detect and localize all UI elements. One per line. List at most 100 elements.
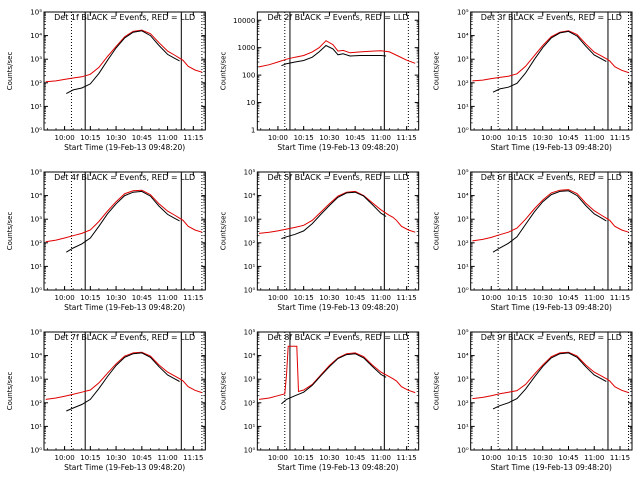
y-tick-label: 10⁵ [30, 329, 42, 337]
y-tick-label: 10 [246, 99, 255, 107]
events-series-line [492, 190, 607, 253]
lld-series-line [258, 345, 416, 400]
x-tick-label: 10:00 [55, 454, 75, 462]
y-axis-label: Counts/sec [219, 372, 227, 411]
events-series-line [492, 352, 607, 410]
panel-title: Det 7f BLACK = Events, RED = LLD [54, 333, 195, 342]
x-tick-label: 10:30 [319, 134, 339, 142]
x-tick-label: 10:00 [268, 134, 288, 142]
x-tick-label: 11:15 [610, 134, 630, 142]
y-tick-label: 10⁴ [457, 352, 469, 360]
y-tick-label: 10⁵ [30, 169, 42, 177]
y-tick-label: 10⁵ [457, 329, 469, 337]
y-tick-label: 10⁰ [457, 447, 469, 455]
y-tick-label: 10² [30, 399, 42, 407]
detector-panel-7: Det 7f BLACK = Events, RED = LLD 10⁰ 10¹ 10… [6, 329, 206, 472]
y-tick-label: 10⁰ [244, 447, 256, 455]
x-tick-label: 10:45 [345, 294, 365, 302]
y-tick-label: 10⁴ [30, 352, 42, 360]
x-tick-label: 10:30 [319, 294, 339, 302]
y-tick-label: 10² [244, 399, 256, 407]
x-tick-label: 11:15 [397, 294, 417, 302]
detector-panel-8: Det 8f BLACK = Events, RED = LLD 10⁰ 10¹ 10… [219, 329, 420, 472]
x-tick-label: 10:30 [106, 134, 126, 142]
y-tick-label: 10⁰ [30, 447, 42, 455]
y-axis-label: Counts/sec [433, 52, 441, 91]
y-tick-label: 10⁵ [244, 329, 256, 337]
x-tick-label: 11:15 [610, 454, 630, 462]
y-tick-label: 10³ [457, 376, 469, 384]
y-tick-label: 10² [244, 239, 256, 247]
panel-title: Det 8f BLACK = Events, RED = LLD [267, 333, 408, 342]
x-tick-label: 10:30 [533, 454, 553, 462]
y-tick-label: 1 [251, 127, 255, 135]
x-tick-label: 11:00 [371, 294, 391, 302]
lld-series-line [45, 351, 203, 400]
lld-series-line [45, 189, 203, 243]
x-tick-label: 11:00 [157, 454, 177, 462]
y-tick-label: 10¹ [244, 423, 256, 431]
x-tick-label: 10:15 [80, 294, 100, 302]
y-tick-label: 10⁴ [244, 352, 256, 360]
panel-title: Det 3f BLACK = Events, RED = LLD [481, 13, 622, 22]
y-tick-label: 10⁴ [457, 192, 469, 200]
x-tick-label: 10:00 [268, 454, 288, 462]
x-tick-label: 10:30 [106, 454, 126, 462]
y-tick-label: 10³ [244, 376, 256, 384]
y-tick-label: 10³ [244, 216, 256, 224]
x-tick-label: 10:45 [345, 454, 365, 462]
events-series-line [281, 44, 387, 67]
x-tick-label: 10:45 [558, 454, 578, 462]
detector-panel-9: Det 9f BLACK = Events, RED = LLD 10⁰ 10¹ 10… [433, 329, 633, 472]
x-tick-label: 10:15 [507, 294, 527, 302]
panel-title: Det 6f BLACK = Events, RED = LLD [481, 173, 622, 182]
x-tick-label: 10:45 [132, 134, 152, 142]
y-tick-label: 10³ [30, 56, 42, 64]
x-tick-label: 11:15 [610, 294, 630, 302]
y-tick-label: 10⁴ [457, 32, 469, 40]
x-axis-label: Start Time (19-Feb-13 09:48:20) [64, 303, 185, 312]
lld-series-line [472, 189, 629, 242]
x-tick-label: 11:00 [584, 294, 604, 302]
x-axis-label: Start Time (19-Feb-13 09:48:20) [277, 143, 398, 152]
y-tick-label: 10² [30, 79, 42, 87]
lld-series-line [45, 29, 203, 83]
y-tick-label: 10⁰ [244, 287, 256, 295]
x-tick-label: 10:00 [55, 134, 75, 142]
x-tick-label: 11:00 [371, 454, 391, 462]
x-tick-label: 10:30 [533, 294, 553, 302]
plot-frame [256, 331, 420, 451]
detector-panel-2: Det 2f BLACK = Events, RED = LLD 1 10 100 10… [219, 11, 420, 152]
y-tick-label: 10¹ [244, 263, 256, 271]
x-tick-label: 10:15 [294, 134, 314, 142]
x-tick-label: 10:00 [268, 294, 288, 302]
plot-frame [256, 171, 420, 291]
x-tick-label: 10:45 [132, 454, 152, 462]
x-tick-label: 10:30 [533, 134, 553, 142]
x-tick-label: 11:15 [397, 454, 417, 462]
detector-panel-4: Det 4f BLACK = Events, RED = LLD 10⁰ 10¹ 10… [6, 169, 206, 312]
y-tick-label: 10000 [233, 17, 255, 25]
y-tick-label: 10¹ [30, 263, 42, 271]
y-tick-label: 10⁵ [30, 9, 42, 17]
x-tick-label: 10:15 [294, 294, 314, 302]
y-tick-label: 10² [457, 239, 469, 247]
y-tick-label: 100 [242, 72, 255, 80]
y-tick-label: 10⁰ [457, 287, 469, 295]
plot-frame [256, 11, 420, 131]
x-tick-label: 11:00 [371, 134, 391, 142]
x-axis-label: Start Time (19-Feb-13 09:48:20) [277, 303, 398, 312]
y-tick-label: 10¹ [457, 263, 469, 271]
lld-series-line [472, 351, 629, 400]
detector-panel-5: Det 5f BLACK = Events, RED = LLD 10⁰ 10¹ 10… [219, 169, 420, 312]
y-tick-label: 10² [457, 79, 469, 87]
y-tick-label: 1000 [238, 44, 256, 52]
y-axis-label: Counts/sec [219, 212, 227, 251]
x-tick-label: 10:15 [80, 454, 100, 462]
x-tick-label: 11:00 [157, 294, 177, 302]
y-axis-label: Counts/sec [219, 52, 227, 91]
panel-title: Det 1f BLACK = Events, RED = LLD [54, 13, 195, 22]
x-tick-label: 10:30 [319, 454, 339, 462]
detector-panel-3: Det 3f BLACK = Events, RED = LLD 10⁰ 10¹ 10… [433, 9, 633, 152]
